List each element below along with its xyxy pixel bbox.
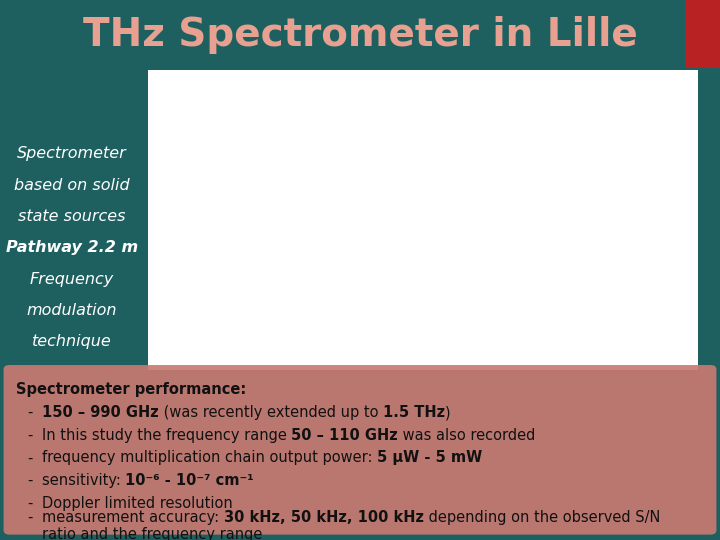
Text: modulation: modulation: [27, 303, 117, 318]
Bar: [148, 70, 698, 370]
Text: frequency multiplication chain output power:: frequency multiplication chain output po…: [42, 450, 377, 465]
Text: ): ): [445, 405, 451, 420]
Text: -: -: [27, 496, 32, 511]
Text: sensitivity:: sensitivity:: [42, 473, 125, 488]
Text: 150 – 990 GHz: 150 – 990 GHz: [42, 405, 158, 420]
Text: -: -: [27, 510, 32, 525]
Text: ratio and the frequency range: ratio and the frequency range: [42, 527, 262, 540]
Text: Spectrometer: Spectrometer: [17, 146, 127, 161]
Text: 50 – 110 GHz: 50 – 110 GHz: [292, 428, 398, 443]
Text: Frequency: Frequency: [30, 272, 114, 287]
Text: In this study the frequency range: In this study the frequency range: [42, 428, 292, 443]
Text: -: -: [27, 473, 32, 488]
Text: technique: technique: [32, 334, 112, 349]
Text: 5 μW - 5 mW: 5 μW - 5 mW: [377, 450, 482, 465]
Text: was also recorded: was also recorded: [398, 428, 536, 443]
FancyBboxPatch shape: [4, 365, 716, 535]
Text: Spectrometer performance:: Spectrometer performance:: [16, 382, 246, 397]
Text: depending on the observed S/N: depending on the observed S/N: [423, 510, 660, 525]
Text: based on solid: based on solid: [14, 178, 130, 193]
Text: state sources: state sources: [18, 209, 126, 224]
Text: -: -: [27, 428, 32, 443]
Text: 30 kHz, 50 kHz, 100 kHz: 30 kHz, 50 kHz, 100 kHz: [223, 510, 423, 525]
Text: THz Spectrometer in Lille: THz Spectrometer in Lille: [83, 16, 637, 54]
Text: 10⁻⁶ - 10⁻⁷ cm⁻¹: 10⁻⁶ - 10⁻⁷ cm⁻¹: [125, 473, 254, 488]
Text: -: -: [27, 450, 32, 465]
Text: Doppler limited resolution: Doppler limited resolution: [42, 496, 233, 511]
Text: 1.5 THz: 1.5 THz: [382, 405, 445, 420]
Text: -: -: [27, 405, 32, 420]
Bar: [685, 0, 720, 68]
Text: (was recently extended up to: (was recently extended up to: [158, 405, 382, 420]
Text: measurement accuracy:: measurement accuracy:: [42, 510, 223, 525]
Text: Pathway 2.2 m: Pathway 2.2 m: [6, 240, 138, 255]
